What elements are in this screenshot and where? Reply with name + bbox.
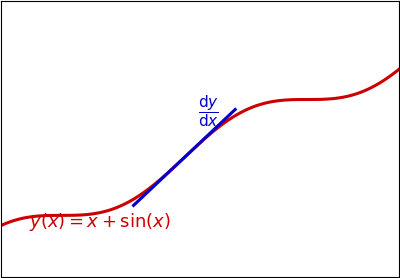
Text: $y(x) = x + \sin(x)$: $y(x) = x + \sin(x)$ (28, 211, 170, 233)
Text: $\dfrac{\mathrm{d}y}{\mathrm{d}x}$: $\dfrac{\mathrm{d}y}{\mathrm{d}x}$ (198, 93, 218, 129)
